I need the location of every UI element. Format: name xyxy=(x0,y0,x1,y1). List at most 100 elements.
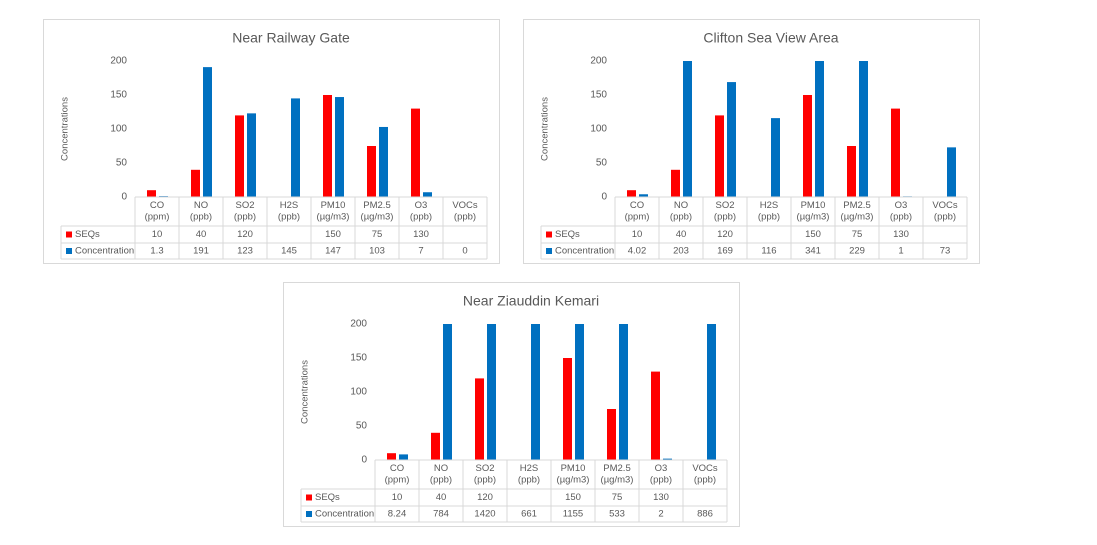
x-tick-label: SO2 (ppb) xyxy=(474,463,496,485)
table-cell: 147 xyxy=(325,246,341,257)
bar xyxy=(627,190,636,197)
legend-swatch xyxy=(66,231,72,238)
bar xyxy=(859,61,868,197)
table-cell: 120 xyxy=(477,492,493,503)
table-cell: 169 xyxy=(717,246,733,257)
bar xyxy=(683,61,692,197)
x-tick-label: PM2.5 (µg/m3) xyxy=(361,200,394,222)
y-tick-label: 200 xyxy=(590,56,607,67)
chart-title: Clifton Sea View Area xyxy=(703,30,838,46)
x-tick-label: PM10 (µg/m3) xyxy=(797,200,830,222)
x-tick-label: O3 (ppb) xyxy=(650,463,672,485)
x-tick-label: PM2.5 (µg/m3) xyxy=(601,463,634,485)
bar xyxy=(235,115,244,197)
table-cell: 341 xyxy=(805,246,821,257)
legend-swatch xyxy=(546,231,552,238)
y-axis-label: Concentrations xyxy=(60,97,71,161)
table-cell: 145 xyxy=(281,246,297,257)
table-cell: 0 xyxy=(462,246,467,257)
x-tick-label: SO2 (ppb) xyxy=(714,200,736,222)
table-cell: 130 xyxy=(653,492,669,503)
bar xyxy=(891,108,900,197)
table-cell: 103 xyxy=(369,246,385,257)
bar xyxy=(443,324,452,460)
y-tick-label: 50 xyxy=(116,158,128,169)
bar xyxy=(715,115,724,197)
y-tick-label: 200 xyxy=(350,319,367,330)
y-tick-label: 0 xyxy=(601,192,607,203)
bars xyxy=(387,324,716,460)
table-cell: 150 xyxy=(565,492,581,503)
x-tick-label: CO (ppm) xyxy=(625,200,650,222)
chart-frame xyxy=(283,282,740,527)
x-tick-label: CO (ppm) xyxy=(145,200,170,222)
table-cell: 2 xyxy=(658,509,663,520)
bars xyxy=(627,61,956,197)
table-cell: 40 xyxy=(196,229,207,240)
x-tick-label: CO (ppm) xyxy=(385,463,410,485)
table-cell: 203 xyxy=(673,246,689,257)
y-tick-label: 0 xyxy=(121,192,127,203)
table-cell: 661 xyxy=(521,509,537,520)
y-tick-label: 100 xyxy=(110,124,127,135)
x-tick-label: PM10 (µg/m3) xyxy=(557,463,590,485)
y-tick-label: 100 xyxy=(590,124,607,135)
x-tick-label: VOCs (ppb) xyxy=(932,200,958,222)
bar xyxy=(727,82,736,197)
chart: Near Ziauddin Kemari Concentrations 0 50 100… xyxy=(283,282,740,527)
table-cell: 4.02 xyxy=(628,246,647,257)
legend-swatch xyxy=(66,248,72,254)
bar xyxy=(247,113,256,197)
x-tick-label: H2S (ppb) xyxy=(518,463,540,485)
table-cell: 75 xyxy=(852,229,863,240)
x-tick-label: NO (ppb) xyxy=(190,200,212,222)
x-tick-label: PM2.5 (µg/m3) xyxy=(841,200,874,222)
legend-label: SEQs xyxy=(75,229,100,240)
x-tick-label: PM10 (µg/m3) xyxy=(317,200,350,222)
bar xyxy=(815,61,824,197)
legend-swatch xyxy=(306,511,312,517)
table-cell: 120 xyxy=(237,229,253,240)
table-cell: 150 xyxy=(805,229,821,240)
legend-label: Concentration xyxy=(75,246,134,257)
bar xyxy=(563,358,572,460)
bar xyxy=(803,95,812,197)
bar xyxy=(411,108,420,197)
bar xyxy=(607,409,616,460)
table-cell: 784 xyxy=(433,509,449,520)
x-tick-label: O3 (ppb) xyxy=(890,200,912,222)
x-tick-label: H2S (ppb) xyxy=(278,200,300,222)
table-cell: 150 xyxy=(325,229,341,240)
bar xyxy=(379,126,388,197)
x-tick-label: NO (ppb) xyxy=(430,463,452,485)
y-axis-label: Concentrations xyxy=(300,360,311,424)
x-tick-label: VOCs (ppb) xyxy=(452,200,478,222)
bar xyxy=(487,324,496,460)
bars xyxy=(147,67,432,197)
legend-swatch xyxy=(546,248,552,254)
table-cell: 10 xyxy=(152,229,163,240)
table-cell: 1420 xyxy=(474,509,495,520)
bar xyxy=(387,453,396,460)
table-cell: 886 xyxy=(697,509,713,520)
table-cell: 10 xyxy=(632,229,643,240)
table-cell: 1 xyxy=(898,246,903,257)
chart-frame xyxy=(43,19,500,264)
y-axis-label: Concentrations xyxy=(540,97,551,161)
table-cell: 75 xyxy=(612,492,623,503)
table-cell: 75 xyxy=(372,229,383,240)
chart-title: Near Railway Gate xyxy=(232,30,350,46)
y-tick-label: 150 xyxy=(110,90,127,101)
table-cell: 229 xyxy=(849,246,865,257)
table-cell: 8.24 xyxy=(388,509,407,520)
table-cell: 7 xyxy=(418,246,423,257)
table-cell: 130 xyxy=(893,229,909,240)
y-tick-label: 100 xyxy=(350,387,367,398)
table-cell: 40 xyxy=(436,492,447,503)
table-cell: 533 xyxy=(609,509,625,520)
bar xyxy=(423,192,432,197)
x-tick-label: O3 (ppb) xyxy=(410,200,432,222)
bar xyxy=(367,146,376,197)
x-tick-label: VOCs (ppb) xyxy=(692,463,718,485)
